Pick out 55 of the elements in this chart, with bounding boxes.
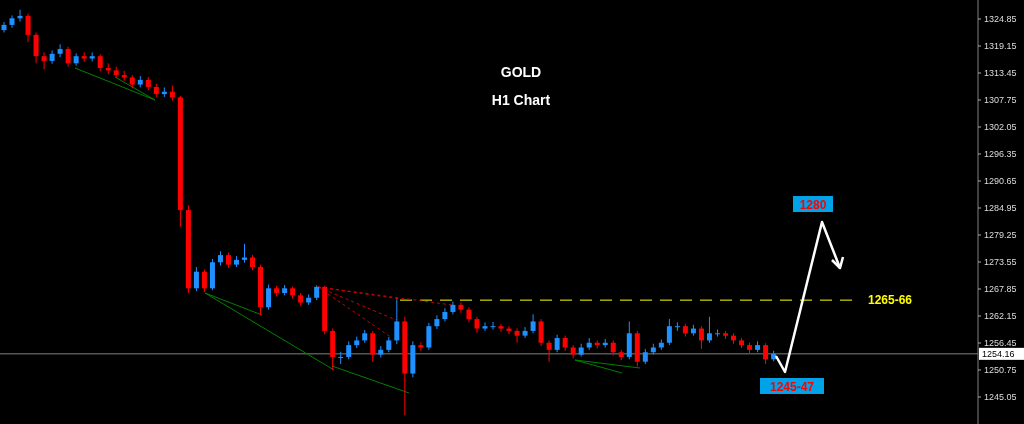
candlestick bbox=[394, 298, 400, 345]
ref-line-label: 1265-66 bbox=[868, 293, 913, 308]
candlestick bbox=[25, 13, 31, 43]
candlestick bbox=[698, 325, 704, 350]
text: H1 Chart bbox=[491, 92, 551, 108]
y-tick-label: 1319.15 bbox=[984, 41, 1017, 51]
candlestick bbox=[9, 14, 15, 29]
y-tick-label: 1245.05 bbox=[984, 392, 1017, 402]
y-tick-label: 1284.95 bbox=[984, 203, 1017, 213]
candlestick bbox=[242, 243, 247, 264]
candlestick bbox=[442, 307, 448, 322]
candlestick bbox=[514, 328, 520, 344]
ref-line-label: 1254.16 bbox=[982, 349, 1015, 360]
text: GOLD bbox=[500, 64, 542, 80]
candlestick bbox=[482, 321, 488, 332]
candlestick bbox=[65, 46, 71, 68]
candlestick bbox=[490, 321, 496, 330]
candlestick bbox=[626, 320, 632, 360]
candlestick bbox=[666, 318, 672, 346]
candlestick bbox=[706, 316, 712, 344]
candlestick bbox=[498, 323, 504, 333]
y-tick-label: 1256.45 bbox=[984, 338, 1017, 348]
y-tick-label: 1273.55 bbox=[984, 257, 1017, 267]
candlestick bbox=[458, 302, 464, 314]
candlestick bbox=[434, 314, 440, 330]
candlestick bbox=[546, 339, 552, 363]
annotation: 1280 bbox=[799, 197, 827, 212]
candlestick bbox=[57, 43, 63, 58]
y-tick-label: 1307.75 bbox=[984, 95, 1017, 105]
y-tick-label: 1279.25 bbox=[984, 230, 1017, 240]
candlestick bbox=[33, 32, 39, 64]
y-tick-label: 1250.75 bbox=[984, 365, 1017, 375]
candlestick bbox=[1, 21, 7, 33]
y-tick-label: 1313.45 bbox=[984, 68, 1017, 78]
annotation: 1245-47 bbox=[769, 379, 815, 394]
y-tick-label: 1262.15 bbox=[984, 311, 1017, 321]
candlestick bbox=[530, 313, 536, 334]
candlestick bbox=[426, 322, 432, 351]
candlestick bbox=[346, 340, 352, 360]
y-tick-label: 1302.05 bbox=[984, 122, 1017, 132]
candlestick bbox=[714, 329, 720, 338]
y-tick-label: 1267.85 bbox=[984, 284, 1017, 294]
candlestick bbox=[370, 330, 376, 363]
candlestick bbox=[201, 268, 207, 293]
candlestick bbox=[538, 318, 544, 347]
y-tick-label: 1290.65 bbox=[984, 176, 1017, 186]
candlestick bbox=[41, 51, 47, 70]
candlestick bbox=[338, 351, 344, 365]
candlestick bbox=[193, 266, 199, 292]
candlestick bbox=[266, 284, 272, 311]
y-tick-label: 1324.85 bbox=[984, 13, 1017, 24]
candlestick bbox=[522, 326, 528, 339]
candlestick bbox=[49, 50, 55, 65]
y-tick-label: 1296.35 bbox=[984, 149, 1017, 159]
candlestick bbox=[763, 342, 769, 365]
